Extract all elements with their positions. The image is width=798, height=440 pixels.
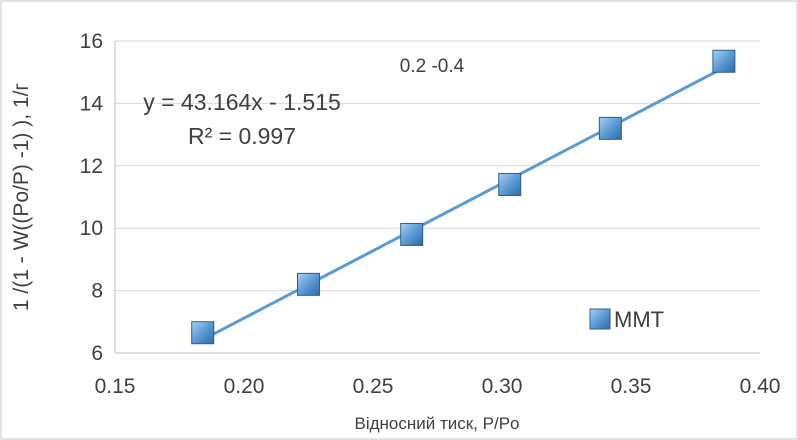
y-tick-label: 16 <box>80 30 103 53</box>
data-point <box>498 173 522 197</box>
x-tick-label: 0.40 <box>740 375 781 398</box>
legend-marker <box>589 308 611 330</box>
legend-label: MMT <box>614 307 664 332</box>
range-annotation: 0.2 -0.4 <box>400 56 465 77</box>
x-tick-label: 0.30 <box>482 375 523 398</box>
data-point <box>297 272 320 296</box>
y-axis-title: 1 /(1 - W((Po/P) -1) ), 1/г <box>10 83 33 312</box>
x-tick-label: 0.15 <box>95 375 136 398</box>
y-tick-label: 12 <box>80 155 103 178</box>
data-point <box>191 321 215 345</box>
x-tick-label: 0.20 <box>224 375 265 398</box>
y-tick-label: 10 <box>80 217 103 240</box>
y-tick-label: 8 <box>91 280 103 303</box>
data-point <box>598 116 622 140</box>
y-tick-label: 6 <box>91 342 103 365</box>
x-tick-label: 0.25 <box>353 375 394 398</box>
trendline <box>202 66 725 342</box>
x-axis-title: Відносний тиск, P/Po <box>354 414 519 433</box>
r-squared-label: R² = 0.997 <box>188 123 296 149</box>
data-point <box>400 222 424 246</box>
data-point <box>712 49 736 73</box>
legend: MMT <box>589 307 664 332</box>
equation-label: y = 43.164x - 1.515 <box>143 89 341 115</box>
y-tick-label: 14 <box>80 92 104 115</box>
x-tick-label: 0.35 <box>611 375 652 398</box>
